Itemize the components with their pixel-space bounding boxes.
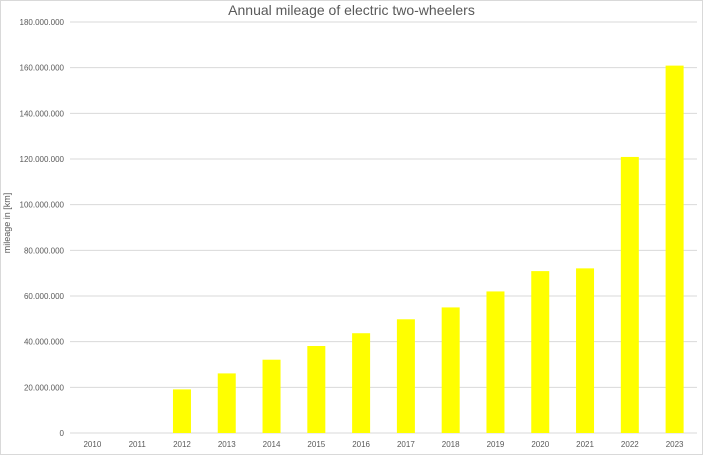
x-tick-label: 2022 bbox=[621, 440, 639, 449]
x-tick-label: 2012 bbox=[173, 440, 191, 449]
bar-2013 bbox=[217, 373, 236, 433]
x-tick-label: 2021 bbox=[576, 440, 594, 449]
y-tick-label: 140.000.000 bbox=[20, 109, 65, 118]
y-tick-label: 20.000.000 bbox=[24, 383, 65, 392]
y-tick-label: 120.000.000 bbox=[20, 155, 65, 164]
y-tick-label: 80.000.000 bbox=[24, 246, 65, 255]
x-tick-label: 2010 bbox=[83, 440, 101, 449]
bar-2014 bbox=[262, 359, 281, 433]
y-tick-label: 100.000.000 bbox=[20, 201, 65, 210]
x-tick-label: 2019 bbox=[487, 440, 505, 449]
y-tick-label: 180.000.000 bbox=[20, 18, 65, 27]
y-tick-label: 0 bbox=[60, 429, 65, 438]
bar-2017 bbox=[396, 319, 415, 433]
y-tick-label: 160.000.000 bbox=[20, 64, 65, 73]
y-tick-label: 60.000.000 bbox=[24, 292, 65, 301]
x-tick-label: 2011 bbox=[129, 440, 147, 449]
x-tick-label: 2015 bbox=[307, 440, 325, 449]
bar-2022 bbox=[620, 156, 639, 433]
x-tick-label: 2017 bbox=[397, 440, 415, 449]
bar-2020 bbox=[531, 271, 550, 433]
bar-2019 bbox=[486, 291, 505, 433]
x-tick-label: 2014 bbox=[263, 440, 281, 449]
x-tick-label: 2016 bbox=[352, 440, 370, 449]
chart-title: Annual mileage of electric two-wheelers bbox=[228, 2, 475, 18]
bar-2018 bbox=[441, 307, 460, 433]
x-tick-label: 2023 bbox=[666, 440, 684, 449]
bar-2023 bbox=[665, 65, 684, 433]
bar-2015 bbox=[307, 346, 326, 433]
x-tick-label: 2020 bbox=[531, 440, 549, 449]
bar-2016 bbox=[352, 333, 371, 433]
x-tick-label: 2013 bbox=[218, 440, 236, 449]
bar-2021 bbox=[576, 268, 595, 433]
bar-2012 bbox=[172, 389, 191, 433]
x-tick-label: 2018 bbox=[442, 440, 460, 449]
y-tick-label: 40.000.000 bbox=[24, 338, 65, 347]
